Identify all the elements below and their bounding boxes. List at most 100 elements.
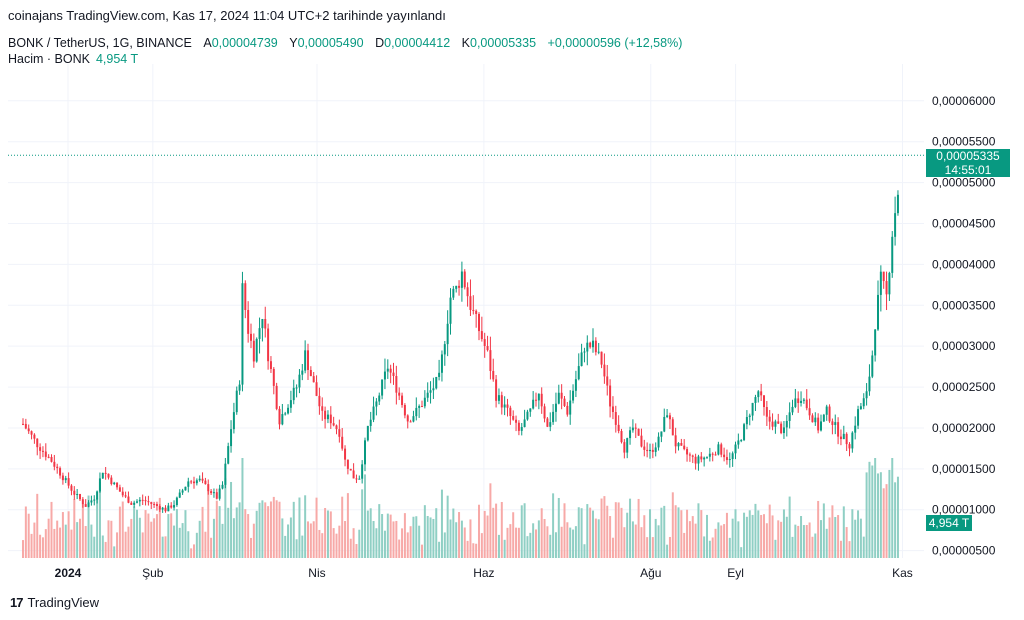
volume-bar: [170, 513, 173, 558]
volume-bar: [517, 527, 520, 558]
volume-bar: [577, 507, 580, 558]
volume-bar: [401, 528, 404, 558]
volume-bar: [708, 540, 711, 558]
candle-body: [600, 351, 603, 365]
candle-body: [740, 440, 743, 442]
candle-body: [660, 431, 663, 437]
volume-bar: [398, 539, 401, 558]
high-label: Y: [289, 36, 298, 50]
volume-bar: [717, 522, 720, 558]
x-tick-label: 2024: [55, 566, 82, 580]
volume-bar: [737, 521, 740, 558]
candle-body: [187, 481, 190, 487]
candle-body: [614, 412, 617, 425]
candle-body: [272, 368, 275, 386]
candle-body: [421, 406, 423, 408]
candle-body: [127, 496, 130, 503]
volume-bar: [743, 512, 746, 558]
volume-bar: [725, 512, 728, 558]
tradingview-logo[interactable]: 17 TradingView: [10, 595, 99, 610]
candle-body: [224, 463, 227, 485]
volume-bar: [857, 510, 860, 558]
volume-bar: [147, 513, 150, 558]
candle-body: [346, 459, 349, 469]
volume-bar: [566, 522, 569, 558]
x-tick-label: Şub: [142, 566, 164, 580]
candle-body: [603, 364, 606, 377]
candle-body: [671, 419, 674, 436]
candle-body: [403, 404, 406, 416]
candle-body: [455, 285, 458, 289]
candle-body: [577, 366, 580, 380]
candle-body: [215, 492, 218, 499]
candle-body: [728, 459, 731, 461]
volume-bar: [859, 518, 862, 558]
volume-bar: [777, 520, 780, 558]
candle-body: [703, 457, 706, 460]
candle-body: [184, 486, 187, 491]
candle-body: [894, 213, 897, 237]
candle-body: [284, 413, 287, 415]
candle-body: [651, 449, 654, 452]
candle-body: [535, 399, 537, 401]
volume-bar: [617, 502, 620, 558]
candle-body: [153, 503, 156, 505]
volume-bar: [583, 544, 586, 558]
candle-body: [289, 400, 292, 408]
candle-body: [780, 423, 783, 434]
candle-body: [366, 425, 369, 441]
candle-body: [349, 468, 352, 471]
candle-body: [609, 385, 612, 407]
volume-bar: [466, 540, 469, 558]
volume-bar: [258, 502, 261, 558]
symbol-name[interactable]: BONK / TetherUS, 1G, BINANCE: [8, 36, 192, 50]
volume-bar: [346, 493, 349, 558]
volume-bar: [748, 510, 751, 558]
candle-body: [39, 447, 42, 451]
candle-body: [569, 400, 572, 415]
volume-bar: [745, 516, 748, 558]
candle-body: [754, 397, 757, 403]
chart-grid: [8, 64, 924, 558]
volume-bar: [811, 536, 814, 558]
volume-bar: [426, 516, 429, 558]
candle-body: [361, 464, 364, 479]
candle-body: [492, 370, 495, 380]
volume-bar: [888, 469, 891, 558]
volume-bar: [634, 524, 637, 558]
volume-bar: [683, 532, 686, 558]
volume-bar: [814, 533, 817, 558]
candle-body: [589, 342, 592, 348]
volume-bar: [446, 495, 449, 558]
candle-body: [748, 415, 751, 418]
volume-bar: [267, 506, 270, 558]
volume-bar: [780, 521, 783, 558]
candle-body: [193, 481, 195, 484]
volume-bar: [885, 484, 888, 558]
candle-body: [512, 416, 515, 420]
volume-bar: [677, 507, 680, 558]
candle-body: [657, 436, 660, 448]
volume-bar: [187, 531, 190, 558]
candle-body: [167, 505, 170, 512]
volume-bar: [572, 529, 575, 558]
volume-bar: [372, 521, 375, 558]
candle-body: [543, 406, 546, 419]
volume-bar: [309, 523, 312, 558]
candle-body: [708, 453, 711, 457]
volume-label[interactable]: Hacim · BONK: [8, 52, 90, 66]
candle-body: [304, 350, 307, 371]
candle-body: [560, 392, 563, 399]
candle-body: [663, 416, 666, 432]
close-value: 0,00005335: [470, 36, 537, 50]
volume-bar: [224, 478, 227, 558]
candle-body: [763, 395, 765, 408]
volume-bar: [877, 473, 879, 558]
volume-bar: [329, 511, 332, 558]
volume-bar: [546, 526, 549, 558]
candle-body: [449, 297, 452, 324]
candle-body: [486, 346, 489, 351]
candle-body: [59, 468, 62, 476]
candle-body: [643, 446, 646, 450]
